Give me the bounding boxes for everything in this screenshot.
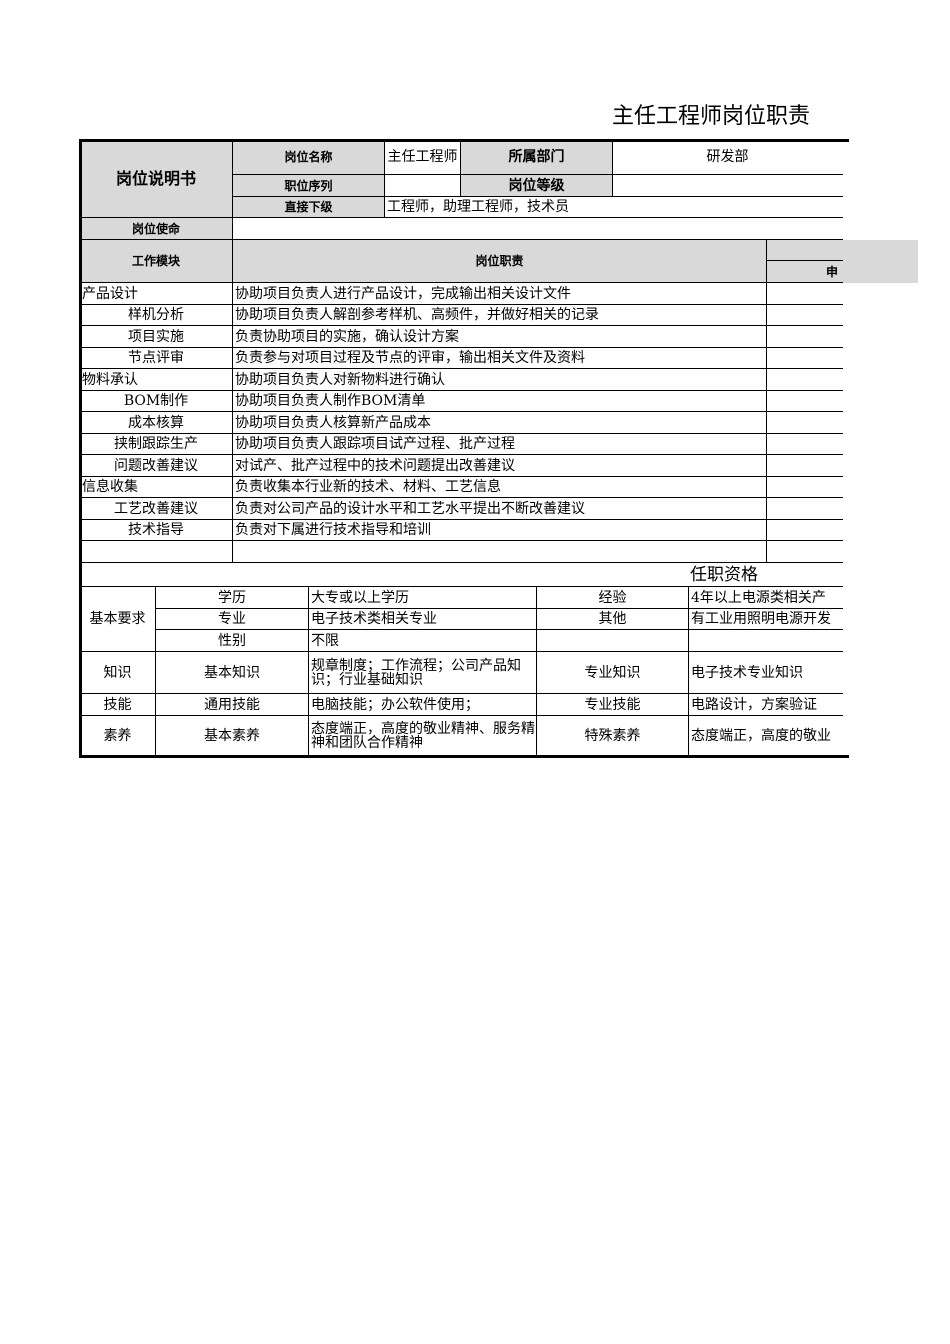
right-header-sub: 申 — [767, 261, 843, 283]
basic-knowledge-label: 基本知识 — [156, 652, 309, 694]
pro-knowledge-value: 电子技术专业知识 — [689, 652, 843, 694]
education-label: 学历 — [156, 587, 309, 609]
duty-description-cell: 对试产、批产过程中的技术问题提出改善建议 — [233, 455, 767, 477]
duty-extra-cell — [767, 369, 843, 391]
duty-description-cell: 负责对下属进行技术指导和培训 — [233, 520, 767, 541]
doc-label: 岗位说明书 — [80, 140, 233, 218]
position-name-value: 主任工程师 — [385, 140, 461, 175]
duty-module-cell: 问题改善建议 — [80, 455, 233, 477]
duty-extra-cell — [767, 541, 843, 563]
duty-extra-cell — [767, 455, 843, 477]
basic-knowledge-value: 规章制度；工作流程；公司产品知识；行业基础知识 — [309, 652, 537, 694]
pro-skill-label: 专业技能 — [537, 694, 689, 716]
major-label: 专业 — [156, 609, 309, 630]
qualifications-title: 任职资格 — [80, 563, 843, 587]
duty-module-cell: 技术指导 — [80, 520, 233, 541]
duty-description-cell: 负责参与对项目过程及节点的评审，输出相关文件及资料 — [233, 348, 767, 369]
other-label: 其他 — [537, 609, 689, 630]
duty-description-cell: 协助项目负责人进行产品设计，完成输出相关设计文件 — [233, 283, 767, 305]
grade-value — [613, 175, 843, 197]
duty-description-cell — [233, 541, 767, 563]
duty-module-cell: 样机分析 — [80, 305, 233, 326]
duty-description-cell: 协助项目负责人核算新产品成本 — [233, 412, 767, 434]
duty-description-cell: 负责协助项目的实施，确认设计方案 — [233, 326, 767, 348]
duty-description-cell: 协助项目负责人制作BOM清单 — [233, 391, 767, 412]
duty-extra-cell — [767, 391, 843, 412]
sequence-label: 职位序列 — [233, 175, 385, 197]
experience-label: 经验 — [537, 587, 689, 609]
special-quality-label: 特殊素养 — [537, 716, 689, 757]
subordinates-value: 工程师，助理工程师，技术员 — [385, 197, 843, 218]
quality-label: 素养 — [80, 716, 156, 757]
gender-label: 性别 — [156, 630, 309, 652]
duty-module-cell: 工艺改善建议 — [80, 498, 233, 520]
duty-header: 岗位职责 — [233, 240, 767, 283]
duty-extra-cell — [767, 498, 843, 520]
duty-extra-cell — [767, 305, 843, 326]
duty-extra-cell — [767, 326, 843, 348]
duty-description-cell: 协助项目负责人跟踪项目试产过程、批产过程 — [233, 434, 767, 455]
module-header: 工作模块 — [80, 240, 233, 283]
pro-knowledge-label: 专业知识 — [537, 652, 689, 694]
page-title: 主任工程师岗位职责 — [612, 104, 811, 129]
duty-extra-cell — [767, 283, 843, 305]
duty-module-cell: 信息收集 — [80, 477, 233, 498]
duty-extra-cell — [767, 434, 843, 455]
experience-value: 4年以上电源类相关产 — [689, 587, 843, 609]
duty-description-cell: 负责对公司产品的设计水平和工艺水平提出不断改善建议 — [233, 498, 767, 520]
basic-requirements-label: 基本要求 — [80, 587, 156, 652]
mission-value — [233, 218, 843, 240]
general-skill-value: 电脑技能；办公软件使用； — [309, 694, 537, 716]
duty-module-cell: 项目实施 — [80, 326, 233, 348]
duty-module-cell: 物料承认 — [80, 369, 233, 391]
duty-module-cell: 产品设计 — [80, 283, 233, 305]
education-value: 大专或以上学历 — [309, 587, 537, 609]
other-value: 有工业用照明电源开发 — [689, 609, 843, 630]
duty-extra-cell — [767, 348, 843, 369]
duty-module-cell: 挟制跟踪生产 — [80, 434, 233, 455]
general-skill-label: 通用技能 — [156, 694, 309, 716]
mission-label: 岗位使命 — [80, 218, 233, 240]
job-description-table: 岗位说明书 岗位名称 主任工程师 所属部门 研发部 职位序列 岗位等级 直接下级… — [78, 138, 843, 760]
duty-module-cell: 成本核算 — [80, 412, 233, 434]
sequence-value — [385, 175, 461, 197]
major-value: 电子技术类相关专业 — [309, 609, 537, 630]
basic-quality-value: 态度端正，高度的敬业精神、服务精神和团队合作精神 — [309, 716, 537, 757]
position-name-label: 岗位名称 — [233, 140, 385, 175]
right-header-top — [767, 240, 843, 261]
department-value: 研发部 — [613, 140, 843, 175]
subordinates-label: 直接下级 — [233, 197, 385, 218]
special-quality-value: 态度端正，高度的敬业 — [689, 716, 843, 757]
duty-description-cell: 负责收集本行业新的技术、材料、工艺信息 — [233, 477, 767, 498]
empty-cell — [689, 630, 843, 652]
duty-description-cell: 协助项目负责人解剖参考样机、高频件，并做好相关的记录 — [233, 305, 767, 326]
skill-label: 技能 — [80, 694, 156, 716]
duty-module-cell: BOM制作 — [80, 391, 233, 412]
knowledge-label: 知识 — [80, 652, 156, 694]
pro-skill-value: 电路设计，方案验证 — [689, 694, 843, 716]
duty-extra-cell — [767, 520, 843, 541]
department-label: 所属部门 — [461, 140, 613, 175]
duty-module-cell: 节点评审 — [80, 348, 233, 369]
grade-label: 岗位等级 — [461, 175, 613, 197]
duty-module-cell — [80, 541, 233, 563]
duty-description-cell: 协助项目负责人对新物料进行确认 — [233, 369, 767, 391]
duty-extra-cell — [767, 477, 843, 498]
basic-quality-label: 基本素养 — [156, 716, 309, 757]
gender-value: 不限 — [309, 630, 537, 652]
empty-cell — [537, 630, 689, 652]
duty-extra-cell — [767, 412, 843, 434]
